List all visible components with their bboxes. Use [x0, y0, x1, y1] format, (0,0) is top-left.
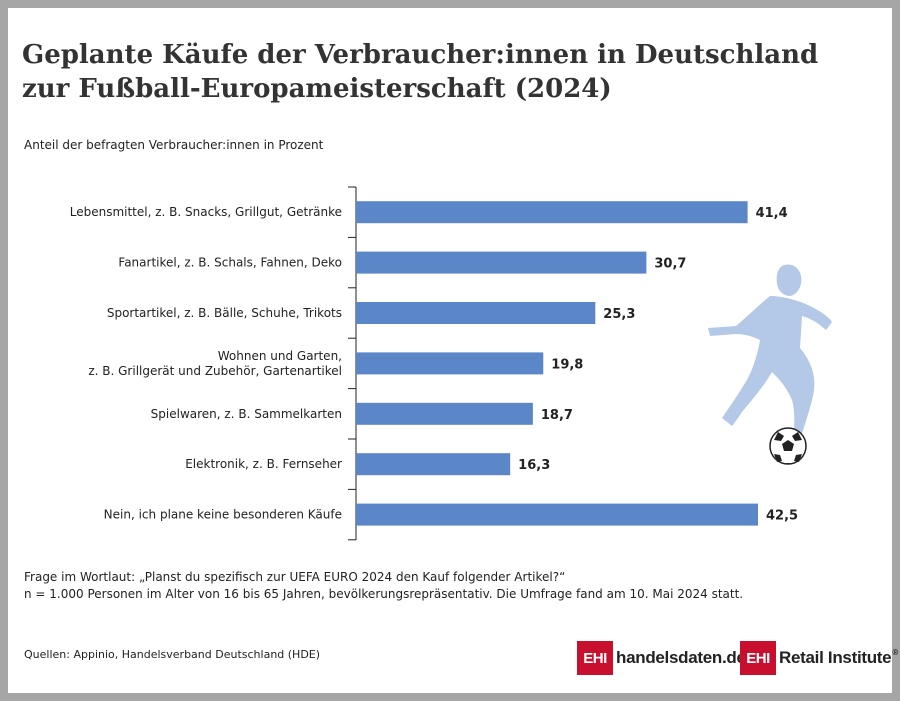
bar-value-label: 30,7: [654, 257, 686, 272]
category-label: Lebensmittel, z. B. Snacks, Grillgut, Ge…: [70, 205, 342, 219]
category-label-line: Elektronik, z. B. Fernseher: [185, 457, 342, 471]
bar: [356, 503, 758, 526]
y-axis: [348, 186, 357, 541]
category-label: Nein, ich plane keine besonderen Käufe: [104, 508, 342, 522]
bar-value-label: 19,8: [551, 357, 583, 372]
note-sample: n = 1.000 Personen im Alter von 16 bis 6…: [24, 587, 744, 601]
bar-value-label: 25,3: [603, 307, 635, 322]
football-player-icon: [708, 264, 832, 452]
category-label: Elektronik, z. B. Fernseher: [185, 457, 342, 471]
bar: [356, 201, 748, 224]
category-label-line: Spielwaren, z. B. Sammelkarten: [151, 407, 342, 421]
category-label: Spielwaren, z. B. Sammelkarten: [151, 407, 342, 421]
bar-value-label: 41,4: [756, 206, 788, 221]
chart-subtitle: Anteil der befragten Verbraucher:innen i…: [24, 138, 324, 152]
category-label: Sportartikel, z. B. Bälle, Schuhe, Triko…: [107, 306, 342, 320]
value-labels: 41,4 30,7 25,3 19,8 18,7 16,3 42,5: [518, 206, 798, 523]
source-text: Quellen: Appinio, Handelsverband Deutsch…: [24, 648, 321, 661]
category-label-line: Lebensmittel, z. B. Snacks, Grillgut, Ge…: [70, 205, 342, 219]
soccer-ball-icon: [769, 427, 807, 465]
bars: [356, 201, 758, 526]
bar: [356, 453, 511, 476]
ehi-logo-box: EHI: [577, 641, 613, 675]
ehi-retail-institute-logo[interactable]: EHI Retail Institute®: [740, 641, 898, 675]
category-label-line: Nein, ich plane keine besonderen Käufe: [104, 508, 342, 522]
handelsdaten-logo[interactable]: EHI handelsdaten.de: [577, 641, 746, 675]
bar: [356, 352, 544, 375]
chart-title: Geplante Käufe der Verbraucher:innen in …: [22, 40, 819, 104]
chart-card: [8, 8, 892, 693]
category-label: Wohnen und Garten, z. B. Grillgerät und Z…: [88, 349, 342, 378]
bar: [356, 302, 596, 324]
category-label-line: z. B. Grillgerät und Zubehör, Gartenarti…: [88, 364, 342, 378]
bar-value-label: 42,5: [766, 509, 798, 524]
retail-institute-logo-text: Retail Institute®: [779, 648, 898, 668]
player-decoration: [708, 264, 832, 465]
handelsdaten-logo-text: handelsdaten.de: [616, 648, 746, 667]
registered-mark: ®: [892, 648, 898, 657]
bar: [356, 402, 533, 425]
category-label-line: Fanartikel, z. B. Schals, Fahnen, Deko: [118, 256, 342, 270]
retail-institute-name: Retail Institute: [779, 648, 892, 667]
note-question: Frage im Wortlaut: „Planst du spezifisch…: [24, 570, 566, 584]
survey-note: Frage im Wortlaut: „Planst du spezifisch…: [24, 569, 743, 603]
category-label: Fanartikel, z. B. Schals, Fahnen, Deko: [118, 256, 342, 270]
bar-value-label: 18,7: [541, 408, 573, 423]
ehi-logo-box: EHI: [740, 641, 776, 675]
category-label-line: Wohnen und Garten,: [218, 349, 342, 363]
category-label-line: Sportartikel, z. B. Bälle, Schuhe, Triko…: [107, 306, 342, 320]
bar: [356, 251, 647, 274]
category-labels: Lebensmittel, z. B. Snacks, Grillgut, Ge…: [70, 205, 342, 521]
bar-value-label: 16,3: [518, 458, 550, 473]
